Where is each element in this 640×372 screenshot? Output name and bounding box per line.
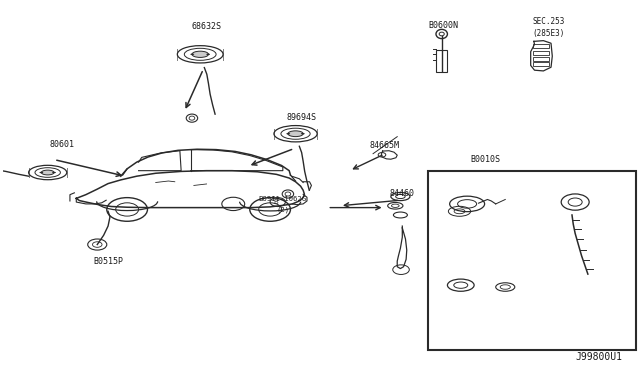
Ellipse shape [301,133,305,134]
Ellipse shape [192,51,209,57]
Text: 80601: 80601 [49,140,74,149]
Ellipse shape [206,54,210,55]
Text: B0515P: B0515P [93,257,123,266]
Ellipse shape [42,170,54,175]
Ellipse shape [286,133,290,134]
Ellipse shape [190,54,194,55]
Bar [532,51,549,55]
Text: 84665M: 84665M [369,141,399,150]
Bar [436,49,447,72]
Text: 89694S: 89694S [287,113,317,122]
Ellipse shape [40,172,44,173]
Text: J99800U1: J99800U1 [576,352,623,362]
Bar [532,44,549,48]
Text: 84460: 84460 [389,189,414,198]
Text: B0010S: B0010S [470,155,500,164]
Text: SEC.253: SEC.253 [532,17,564,26]
Bar [428,171,636,350]
Ellipse shape [52,172,56,173]
Text: (2): (2) [276,206,289,213]
Bar [532,62,549,66]
Text: 68632S: 68632S [191,22,221,31]
Bar [532,57,549,61]
Text: (285E3): (285E3) [532,29,564,38]
Ellipse shape [288,131,303,137]
Text: B09I1-1062G: B09I1-1062G [259,196,307,202]
Text: B0600N: B0600N [428,21,458,31]
Bar [436,49,447,72]
Text: B: B [273,199,278,205]
